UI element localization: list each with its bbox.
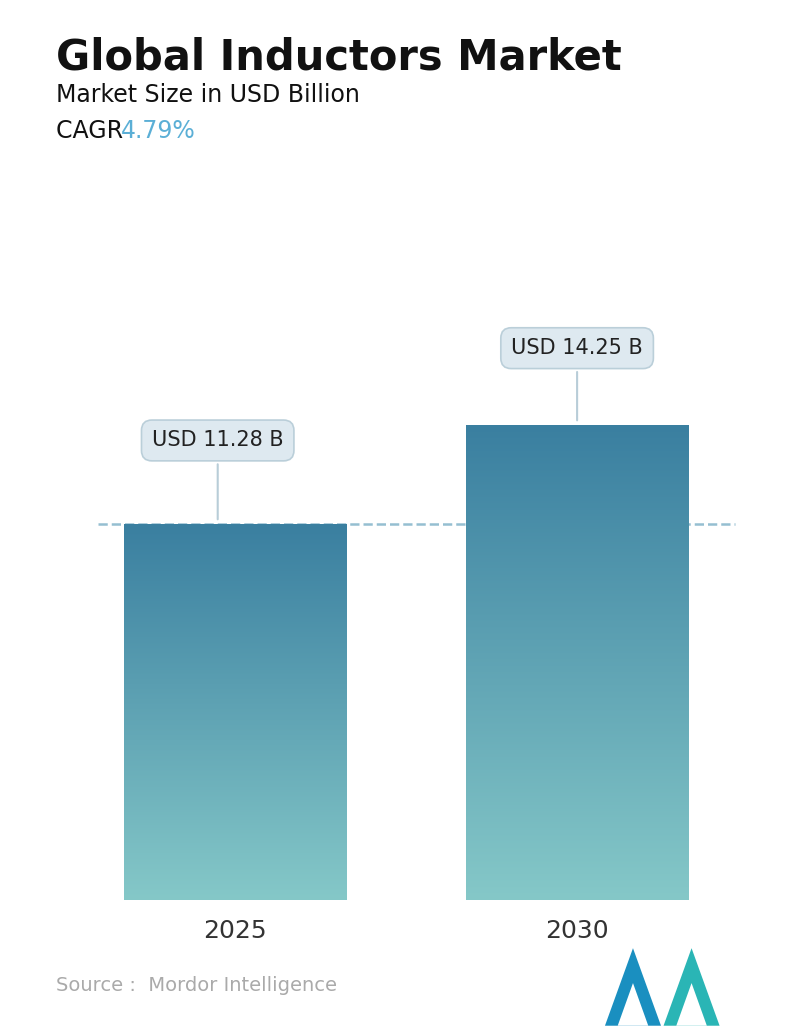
Polygon shape	[605, 948, 661, 1026]
Polygon shape	[677, 983, 707, 1026]
Polygon shape	[618, 983, 648, 1026]
Polygon shape	[664, 948, 720, 1026]
Text: Market Size in USD Billion: Market Size in USD Billion	[56, 83, 360, 107]
Text: Source :  Mordor Intelligence: Source : Mordor Intelligence	[56, 976, 337, 995]
Text: 4.79%: 4.79%	[121, 119, 196, 143]
Text: Global Inductors Market: Global Inductors Market	[56, 36, 622, 79]
Text: USD 11.28 B: USD 11.28 B	[152, 430, 283, 519]
Text: CAGR: CAGR	[56, 119, 131, 143]
Text: USD 14.25 B: USD 14.25 B	[511, 338, 643, 421]
